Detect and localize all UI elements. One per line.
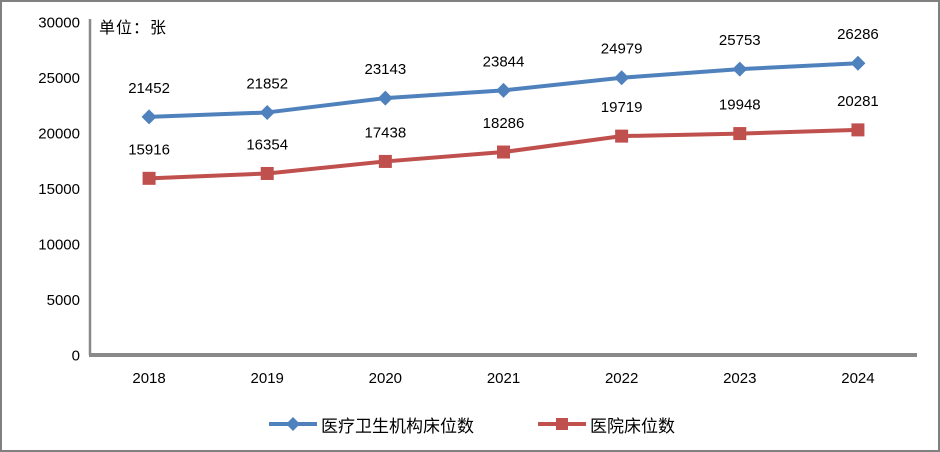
data-label: 25753 [719,32,761,49]
series-marker-diamond [141,109,157,125]
legend-square-marker-icon [538,418,586,430]
legend-diamond-marker-icon [269,417,317,431]
y-tick-label: 15000 [38,181,80,198]
series-marker-diamond [614,70,630,86]
data-label: 19948 [719,97,761,114]
series-marker-square [142,171,156,185]
legend-item-1: 医疗卫生机构床位数 [269,412,474,437]
y-tick-label: 0 [72,348,80,365]
legend-item-2: 医院床位数 [538,412,675,437]
series-marker-diamond [850,55,866,71]
series-marker-square [615,129,629,143]
series-marker-diamond [732,61,748,77]
series-marker-diamond [496,82,511,98]
x-tick-label: 2022 [605,370,638,387]
data-label: 26286 [837,26,879,43]
y-tick-label: 10000 [38,237,80,254]
y-tick-label: 25000 [38,70,80,87]
data-label: 18286 [483,115,525,132]
data-label: 24979 [601,41,643,58]
x-tick-label: 2018 [132,370,165,387]
series-marker-diamond [259,104,275,120]
y-tick-label: 30000 [38,15,80,32]
data-label: 16354 [246,136,288,153]
x-tick-label: 2024 [841,370,874,387]
data-label: 21852 [246,75,288,92]
data-label: 21452 [128,80,170,97]
x-tick-label: 2019 [251,370,284,387]
x-tick-label: 2023 [723,370,756,387]
x-tick-label: 2021 [487,370,520,387]
series-marker-diamond [377,90,393,106]
series-marker-square [851,123,865,137]
data-label: 20281 [837,93,879,110]
series-marker-square [378,154,392,168]
data-label: 23143 [364,61,406,78]
data-label: 19719 [601,99,643,116]
legend-label: 医院床位数 [590,416,675,436]
y-tick-label: 5000 [47,292,80,309]
series-marker-square [497,145,510,159]
legend-label: 医疗卫生机构床位数 [321,416,474,436]
legend: 医疗卫生机构床位数 医院床位数 [2,405,938,443]
data-label: 17438 [364,124,406,141]
unit-label: 单位：张 [99,20,168,37]
y-tick-label: 20000 [38,126,80,143]
data-label: 23844 [483,53,525,70]
series-marker-square [260,166,274,180]
data-label: 15916 [128,141,170,158]
series-marker-square [733,127,747,141]
x-tick-label: 2020 [369,370,402,387]
